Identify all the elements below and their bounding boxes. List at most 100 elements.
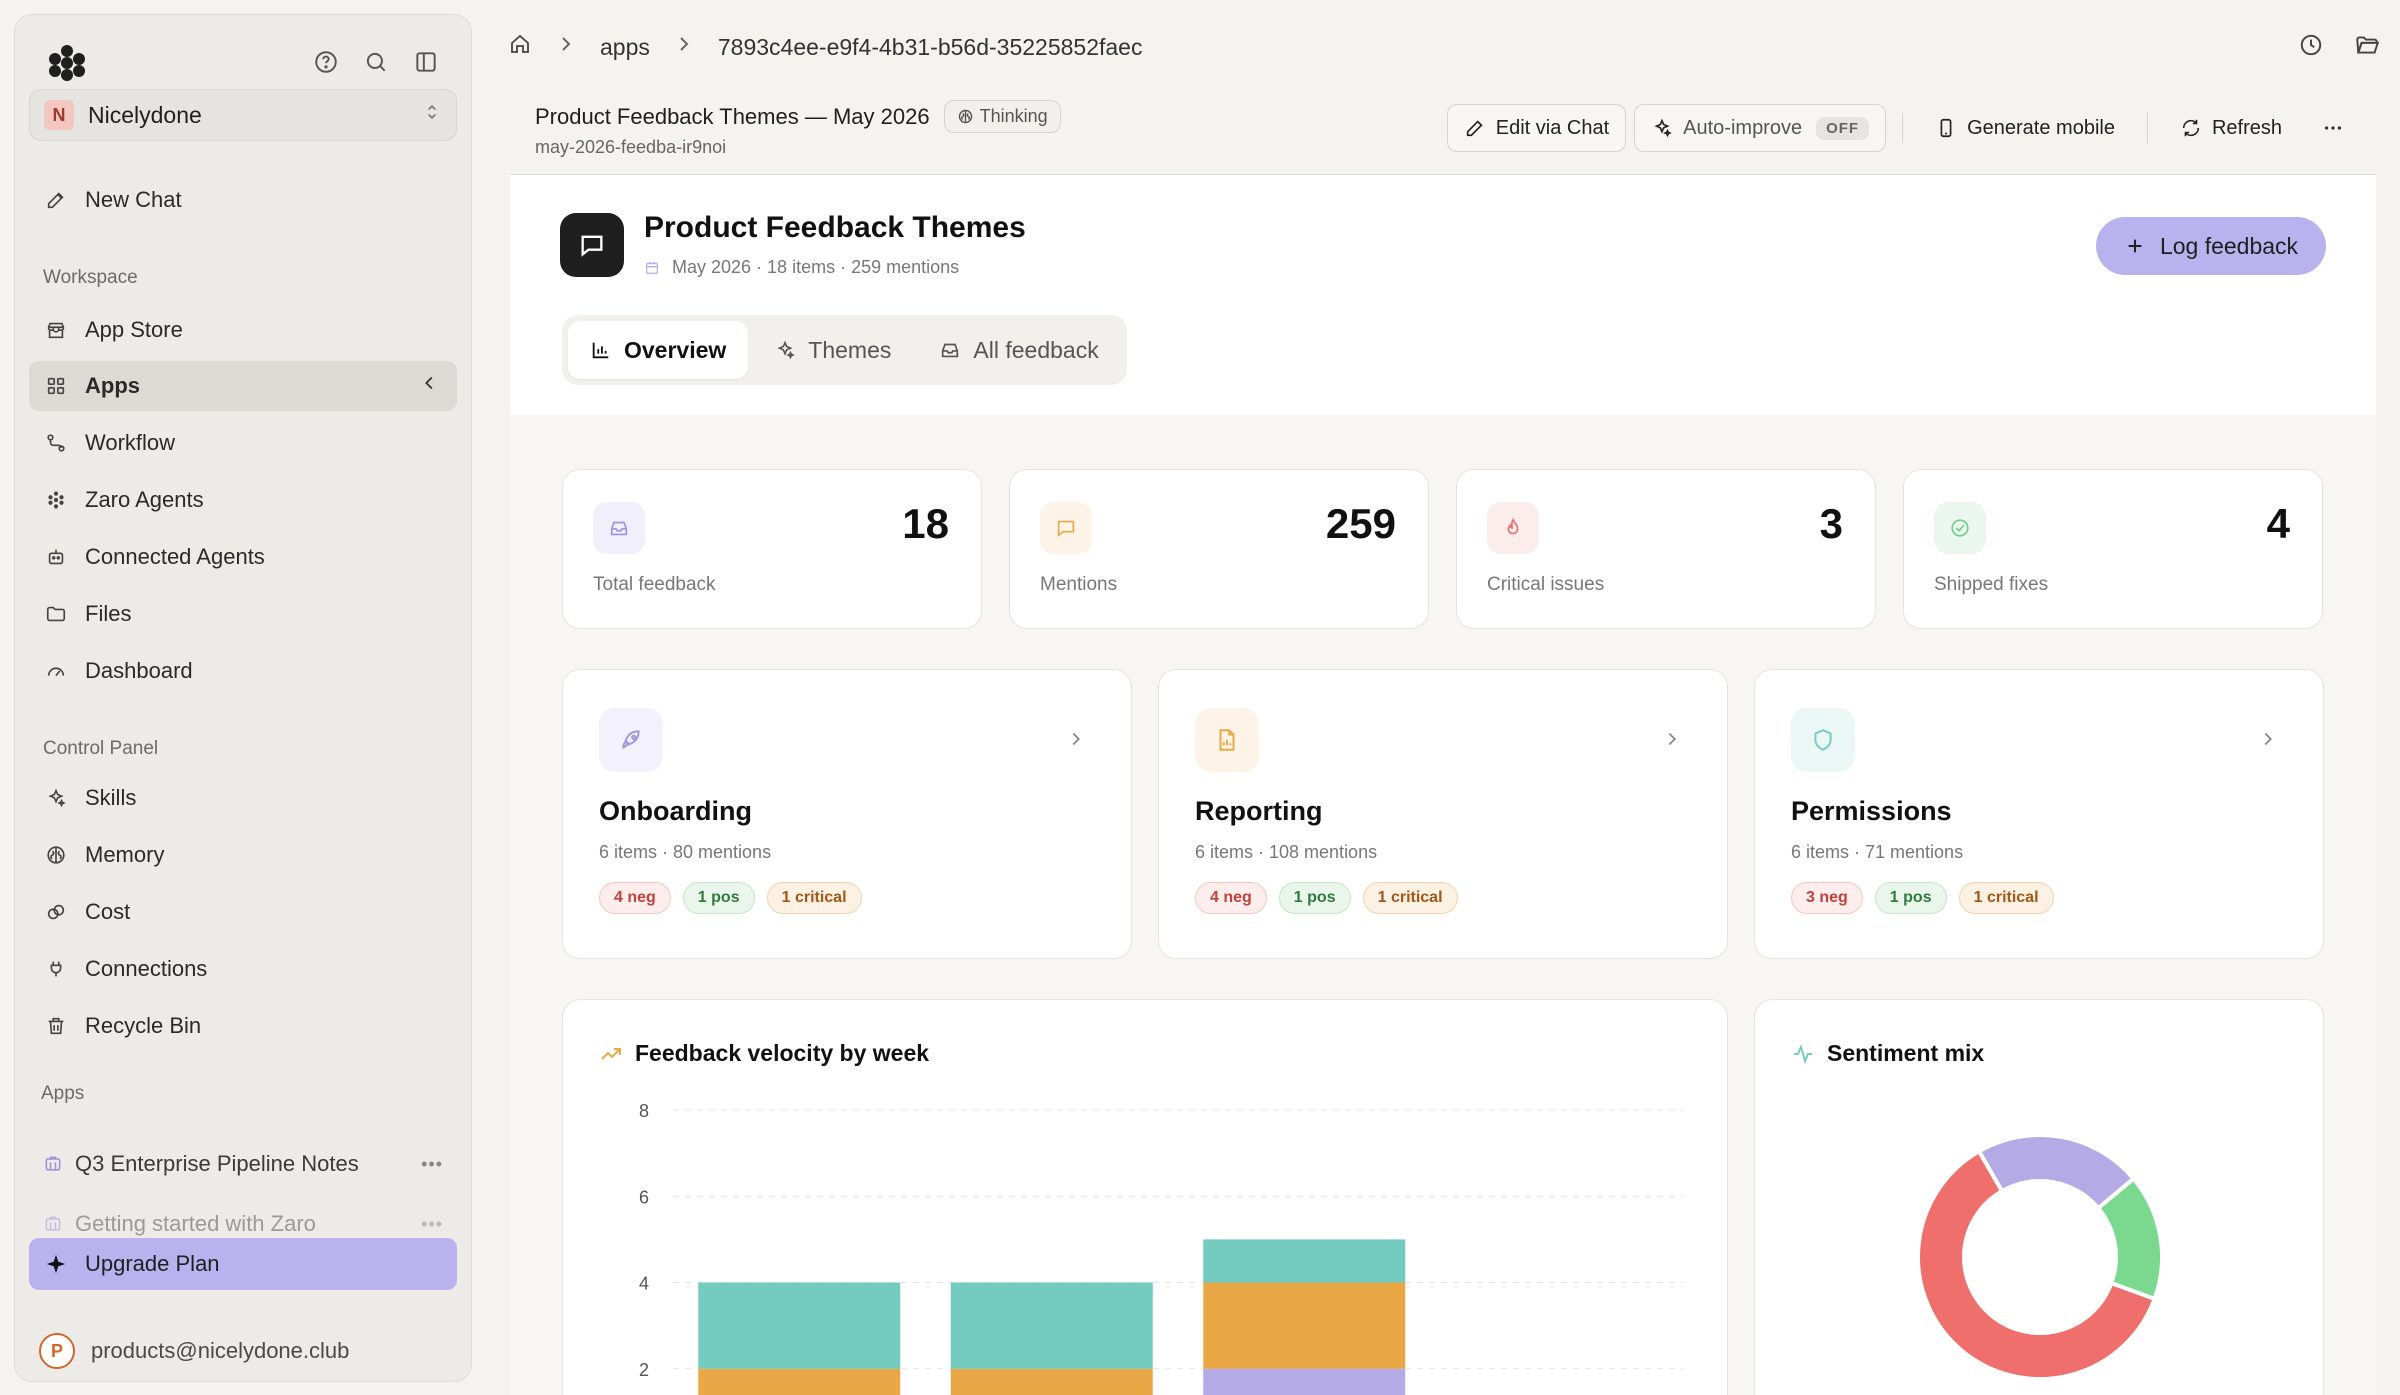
user-email: products@nicelydone.club bbox=[91, 1338, 350, 1363]
plug-icon bbox=[50, 961, 62, 977]
sidebar-item-dashboard[interactable]: Dashboard bbox=[29, 646, 457, 696]
help-icon[interactable] bbox=[311, 47, 341, 77]
positive-count-badge: 1 pos bbox=[1278, 882, 1351, 914]
app-toolbar: Edit via Chat Auto-improve OFF Generate … bbox=[1446, 104, 2360, 152]
workspace-avatar: N bbox=[44, 100, 74, 130]
more-options-button[interactable] bbox=[2306, 104, 2360, 152]
tab-label: Overview bbox=[624, 336, 727, 363]
sidebar-item-label: Dashboard bbox=[85, 658, 193, 683]
app-list-item[interactable]: Getting started with Zaro ••• bbox=[29, 1199, 457, 1249]
breadcrumb-apps[interactable]: apps bbox=[600, 33, 650, 60]
avatar: P bbox=[39, 1333, 75, 1369]
chevron-left-icon[interactable] bbox=[419, 372, 441, 400]
page-meta-text: May 2026 · 18 items · 259 mentions bbox=[672, 257, 960, 277]
new-chat-button[interactable]: New Chat bbox=[29, 175, 457, 225]
app-title-text: Product Feedback Themes — May 2026 bbox=[535, 103, 930, 129]
app-hero: Product Feedback Themes May 2026 · 18 it… bbox=[510, 175, 2376, 415]
theme-badges: 4 neg 1 pos 1 critical bbox=[1195, 882, 1458, 914]
auto-improve-toggle[interactable]: Auto-improve OFF bbox=[1634, 104, 1887, 152]
sidebar-item-recycle-bin[interactable]: Recycle Bin bbox=[29, 1001, 457, 1051]
chevron-right-icon bbox=[672, 32, 696, 62]
auto-improve-label: Auto-improve bbox=[1683, 116, 1803, 139]
trash-icon bbox=[48, 1017, 64, 1035]
refresh-button[interactable]: Refresh bbox=[2164, 104, 2298, 152]
search-icon[interactable] bbox=[361, 47, 391, 77]
velocity-chart-title: Feedback velocity by week bbox=[599, 1040, 929, 1067]
edit-via-chat-button[interactable]: Edit via Chat bbox=[1446, 104, 1627, 152]
tab-overview[interactable]: Overview bbox=[568, 321, 749, 379]
sidebar-item-connections[interactable]: Connections bbox=[29, 944, 457, 994]
sidebar-toggle-icon[interactable] bbox=[411, 47, 441, 77]
trending-up-icon bbox=[601, 1047, 621, 1060]
thinking-label: Thinking bbox=[979, 106, 1048, 126]
bar-segment bbox=[698, 1282, 901, 1369]
bot-icon bbox=[48, 549, 64, 565]
sparkles-icon bbox=[48, 788, 66, 808]
sidebar-item-skills[interactable]: Skills bbox=[29, 773, 457, 823]
theme-meta: 6 items · 71 mentions bbox=[1791, 842, 1964, 862]
more-icon[interactable]: ••• bbox=[421, 1153, 443, 1174]
log-feedback-label: Log feedback bbox=[2159, 232, 2299, 259]
tab-themes[interactable]: Themes bbox=[752, 321, 913, 379]
y-tick-label: 2 bbox=[639, 1360, 649, 1380]
view-tabs: Overview Themes All feedback bbox=[562, 315, 1127, 385]
theme-name: Permissions bbox=[1791, 796, 1952, 826]
app-list-item-label: Getting started with Zaro bbox=[75, 1211, 316, 1236]
tab-all-feedback[interactable]: All feedback bbox=[917, 321, 1120, 379]
toolbar-divider bbox=[1902, 113, 1904, 143]
sparkles-icon bbox=[1654, 118, 1672, 138]
theme-card-reporting[interactable]: Reporting 6 items · 108 mentions 4 neg 1… bbox=[1158, 669, 1728, 959]
refresh-icon bbox=[2182, 119, 2200, 137]
chevron-right-icon bbox=[1065, 728, 1087, 757]
negative-count-badge: 3 neg bbox=[1791, 882, 1863, 914]
app-list-item-label: Q3 Enterprise Pipeline Notes bbox=[75, 1151, 359, 1176]
theme-card-onboarding[interactable]: Onboarding 6 items · 80 mentions 4 neg 1… bbox=[562, 669, 1132, 959]
log-feedback-button[interactable]: Log feedback bbox=[2096, 217, 2326, 275]
edit-via-chat-label: Edit via Chat bbox=[1495, 116, 1610, 139]
donut-slice bbox=[2095, 1175, 2164, 1302]
thinking-badge[interactable]: Thinking bbox=[943, 100, 1061, 133]
sidebar-item-apps[interactable]: Apps bbox=[29, 361, 457, 411]
flame-icon bbox=[1487, 502, 1539, 554]
sidebar-item-memory[interactable]: Memory bbox=[29, 830, 457, 880]
y-tick-label: 4 bbox=[639, 1274, 649, 1294]
history-icon[interactable] bbox=[2298, 32, 2324, 64]
sidebar-item-files[interactable]: Files bbox=[29, 589, 457, 639]
sentiment-chart-card: Sentiment mix bbox=[1754, 999, 2324, 1395]
page-meta: May 2026 · 18 items · 259 mentions bbox=[644, 257, 959, 278]
chart-title-text: Feedback velocity by week bbox=[635, 1040, 930, 1066]
critical-count-badge: 1 critical bbox=[1362, 882, 1458, 914]
velocity-chart: 2 4 6 8 bbox=[639, 1101, 1683, 1395]
sidebar-item-cost[interactable]: Cost bbox=[29, 887, 457, 937]
negative-count-badge: 4 neg bbox=[1195, 882, 1267, 914]
bar-segment bbox=[698, 1368, 901, 1395]
app-slug: may-2026-feedba-ir9noi bbox=[535, 137, 727, 157]
stat-card-total-feedback: 18 Total feedback bbox=[562, 469, 982, 629]
workspace-switcher[interactable]: N Nicelydone bbox=[29, 89, 457, 141]
bar-segment bbox=[950, 1368, 1153, 1395]
home-icon[interactable] bbox=[508, 32, 532, 62]
generate-mobile-button[interactable]: Generate mobile bbox=[1919, 104, 2131, 152]
pencil-icon bbox=[1466, 120, 1483, 137]
theme-badges: 3 neg 1 pos 1 critical bbox=[1791, 882, 2054, 914]
app-logo-icon[interactable] bbox=[49, 45, 85, 81]
stat-card-shipped-fixes: 4 Shipped fixes bbox=[1903, 469, 2323, 629]
bar-segment bbox=[1203, 1239, 1406, 1283]
folder-open-icon[interactable] bbox=[2354, 32, 2380, 64]
apps-section-label: Apps bbox=[41, 1083, 85, 1104]
workspace-name: Nicelydone bbox=[88, 101, 202, 128]
app-list-item[interactable]: Q3 Enterprise Pipeline Notes ••• bbox=[29, 1139, 457, 1189]
app-header-title: Product Feedback Themes — May 2026 Think… bbox=[535, 100, 1061, 133]
sidebar-item-app-store[interactable]: App Store bbox=[29, 305, 457, 355]
sidebar-item-zaro-agents[interactable]: Zaro Agents bbox=[29, 475, 457, 525]
theme-card-permissions[interactable]: Permissions 6 items · 71 mentions 3 neg … bbox=[1754, 669, 2324, 959]
sparkles-icon bbox=[777, 340, 796, 360]
sidebar-item-workflow[interactable]: Workflow bbox=[29, 418, 457, 468]
user-account[interactable]: P products@nicelydone.club bbox=[39, 1333, 349, 1369]
workspace-section-label: Workspace bbox=[43, 267, 138, 288]
more-icon[interactable]: ••• bbox=[421, 1213, 443, 1234]
upgrade-plan-button[interactable]: Upgrade Plan bbox=[29, 1238, 457, 1290]
breadcrumb-app-id[interactable]: 7893c4ee-e9f4-4b31-b56d-35225852faec bbox=[717, 33, 1143, 60]
sidebar-item-connected-agents[interactable]: Connected Agents bbox=[29, 532, 457, 582]
stat-value: 18 bbox=[902, 500, 949, 547]
